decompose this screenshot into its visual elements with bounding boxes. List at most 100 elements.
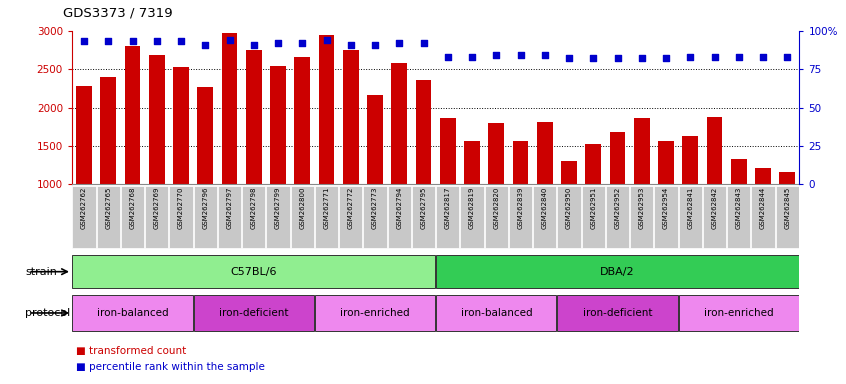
Text: GSM262772: GSM262772 — [348, 187, 354, 229]
Bar — [392, 63, 407, 184]
FancyBboxPatch shape — [751, 185, 775, 248]
Point — [150, 38, 163, 45]
FancyBboxPatch shape — [315, 185, 338, 248]
FancyBboxPatch shape — [73, 255, 435, 288]
Text: GSM262795: GSM262795 — [420, 187, 426, 229]
FancyBboxPatch shape — [655, 185, 678, 248]
Point — [393, 40, 406, 46]
Point — [295, 40, 309, 46]
Point — [514, 52, 527, 58]
Text: GSM262842: GSM262842 — [711, 187, 717, 229]
FancyBboxPatch shape — [412, 185, 435, 248]
Bar — [610, 132, 625, 184]
Text: GSM262762: GSM262762 — [81, 187, 87, 229]
Text: C57BL/6: C57BL/6 — [231, 266, 277, 277]
Point — [320, 37, 333, 43]
Bar — [585, 144, 602, 184]
Point — [441, 54, 454, 60]
Point — [272, 40, 285, 46]
FancyBboxPatch shape — [242, 185, 266, 248]
Text: GSM262952: GSM262952 — [614, 187, 621, 229]
FancyBboxPatch shape — [96, 185, 120, 248]
Bar — [634, 118, 650, 184]
Text: GSM262800: GSM262800 — [299, 187, 305, 229]
Text: protocol: protocol — [25, 308, 70, 318]
Text: iron-deficient: iron-deficient — [583, 308, 652, 318]
Text: GSM262840: GSM262840 — [541, 187, 548, 229]
FancyBboxPatch shape — [703, 185, 726, 248]
Bar — [779, 172, 795, 184]
FancyBboxPatch shape — [194, 185, 217, 248]
Text: GSM262820: GSM262820 — [493, 187, 499, 229]
Text: GSM262844: GSM262844 — [760, 187, 766, 229]
Bar — [561, 161, 577, 184]
FancyBboxPatch shape — [437, 255, 799, 288]
FancyBboxPatch shape — [121, 185, 144, 248]
Bar — [415, 80, 431, 184]
FancyBboxPatch shape — [146, 185, 168, 248]
Bar — [173, 67, 189, 184]
Bar — [755, 168, 771, 184]
Bar — [488, 123, 504, 184]
FancyBboxPatch shape — [460, 185, 484, 248]
Text: GSM262950: GSM262950 — [566, 187, 572, 229]
Text: iron-enriched: iron-enriched — [704, 308, 773, 318]
Text: iron-balanced: iron-balanced — [96, 308, 168, 318]
Bar — [658, 141, 674, 184]
Bar — [706, 117, 722, 184]
Bar — [124, 46, 140, 184]
Text: GDS3373 / 7319: GDS3373 / 7319 — [63, 6, 173, 19]
Point — [611, 55, 624, 61]
FancyBboxPatch shape — [678, 295, 799, 331]
Bar — [76, 86, 92, 184]
Bar — [683, 136, 698, 184]
Text: GSM262954: GSM262954 — [663, 187, 669, 229]
FancyBboxPatch shape — [437, 185, 459, 248]
Point — [563, 55, 576, 61]
Text: GSM262819: GSM262819 — [469, 187, 475, 229]
Bar — [343, 50, 359, 184]
FancyBboxPatch shape — [776, 185, 799, 248]
Text: GSM262765: GSM262765 — [105, 187, 112, 229]
Text: GSM262841: GSM262841 — [687, 187, 694, 229]
FancyBboxPatch shape — [266, 185, 289, 248]
FancyBboxPatch shape — [558, 185, 580, 248]
Text: iron-enriched: iron-enriched — [340, 308, 409, 318]
FancyBboxPatch shape — [485, 185, 508, 248]
Text: GSM262769: GSM262769 — [154, 187, 160, 229]
Text: GSM262798: GSM262798 — [250, 187, 257, 229]
FancyBboxPatch shape — [169, 185, 193, 248]
Bar — [222, 33, 238, 184]
FancyBboxPatch shape — [339, 185, 362, 248]
FancyBboxPatch shape — [364, 185, 387, 248]
Point — [781, 54, 794, 60]
Point — [659, 55, 673, 61]
Point — [102, 38, 115, 45]
Text: DBA/2: DBA/2 — [601, 266, 634, 277]
FancyBboxPatch shape — [509, 185, 532, 248]
Bar — [731, 159, 747, 184]
Point — [222, 37, 236, 43]
Point — [199, 41, 212, 48]
Point — [247, 41, 261, 48]
Text: GSM262797: GSM262797 — [227, 187, 233, 229]
Bar — [270, 66, 286, 184]
Point — [635, 55, 649, 61]
Text: ■ transformed count: ■ transformed count — [76, 346, 186, 356]
FancyBboxPatch shape — [678, 185, 702, 248]
Bar — [197, 87, 213, 184]
FancyBboxPatch shape — [194, 295, 314, 331]
FancyBboxPatch shape — [533, 185, 557, 248]
FancyBboxPatch shape — [291, 185, 314, 248]
Text: iron-deficient: iron-deficient — [219, 308, 288, 318]
Text: GSM262845: GSM262845 — [784, 187, 790, 229]
Bar — [440, 118, 456, 184]
Point — [417, 40, 431, 46]
Text: GSM262773: GSM262773 — [372, 187, 378, 229]
Bar — [101, 77, 116, 184]
FancyBboxPatch shape — [437, 295, 557, 331]
Text: GSM262796: GSM262796 — [202, 187, 208, 229]
FancyBboxPatch shape — [387, 185, 411, 248]
Bar — [513, 141, 529, 184]
FancyBboxPatch shape — [582, 185, 605, 248]
